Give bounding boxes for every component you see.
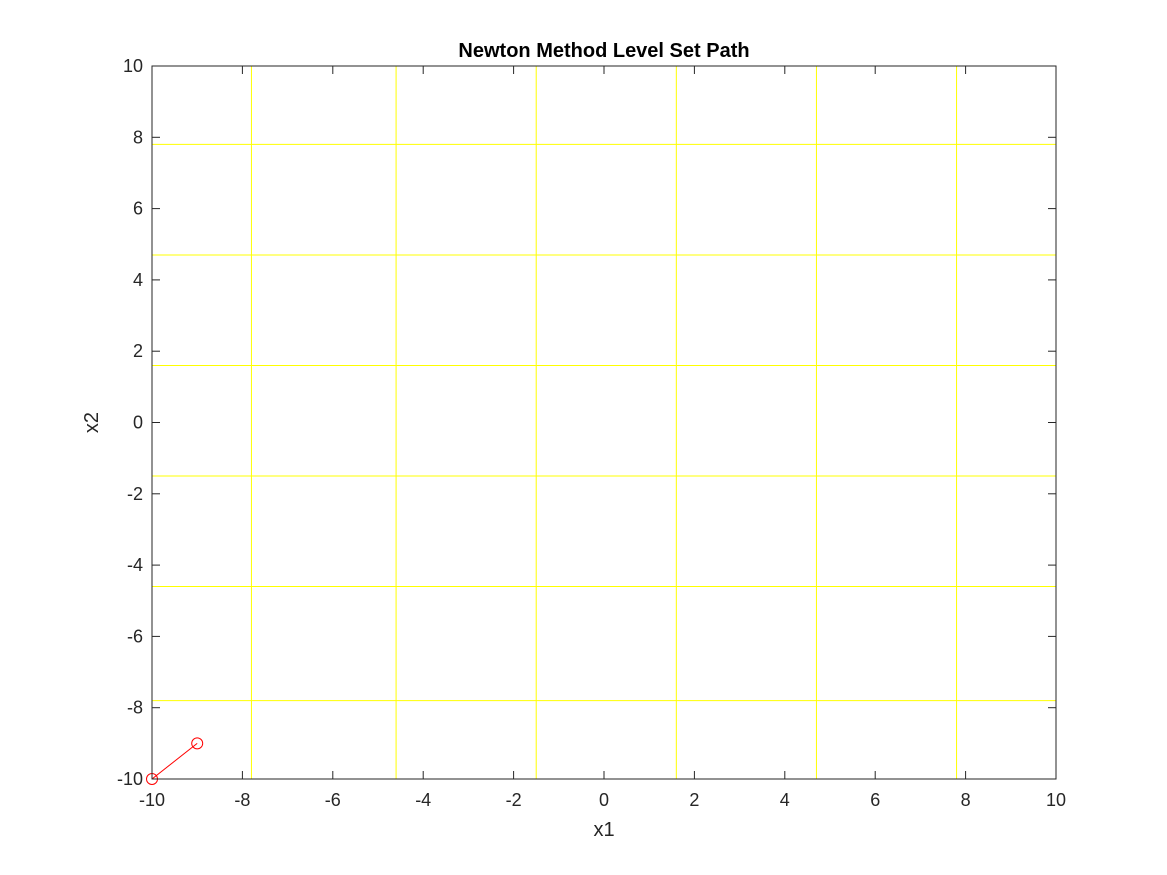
y-tick-label-2: -6 [127,626,143,646]
y-tick-label-5: 0 [133,413,143,433]
x-tick-label-7: 4 [780,790,790,810]
x-tick-label-1: -8 [234,790,250,810]
x-tick-label-2: -6 [325,790,341,810]
y-tick-label-6: 2 [133,341,143,361]
x-tick-label-9: 8 [961,790,971,810]
path-point-1 [191,737,204,750]
y-tick-label-0: -10 [117,769,143,789]
y-tick-label-9: 8 [133,127,143,147]
x-tick-label-4: -2 [506,790,522,810]
x-tick-label-0: -10 [139,790,165,810]
y-tick-label-7: 4 [133,270,143,290]
y-tick-label-4: -2 [127,484,143,504]
y-axis-label: x2 [81,412,103,433]
x-tick-label-8: 6 [870,790,880,810]
x-tick-label-3: -4 [415,790,431,810]
x-tick-label-6: 2 [689,790,699,810]
axis-ticks: -10 -8 -6 -4 -2 0 2 4 6 8 10 -10 -8 -6 -4 -2 0 2 4 6 8 10 [117,56,1066,810]
y-tick-label-8: 6 [133,199,143,219]
x-tick-label-5: 0 [599,790,609,810]
plot-area [152,66,1056,779]
x-axis-label: x1 [593,819,614,841]
level-set-contours [152,66,1056,779]
chart-title: Newton Method Level Set Path [458,40,749,62]
x-tick-label-10: 10 [1046,790,1066,810]
path-line-0 [151,742,198,780]
y-tick-label-1: -8 [127,698,143,718]
y-tick-label-3: -4 [127,555,143,575]
y-tick-label-10: 10 [123,56,143,76]
